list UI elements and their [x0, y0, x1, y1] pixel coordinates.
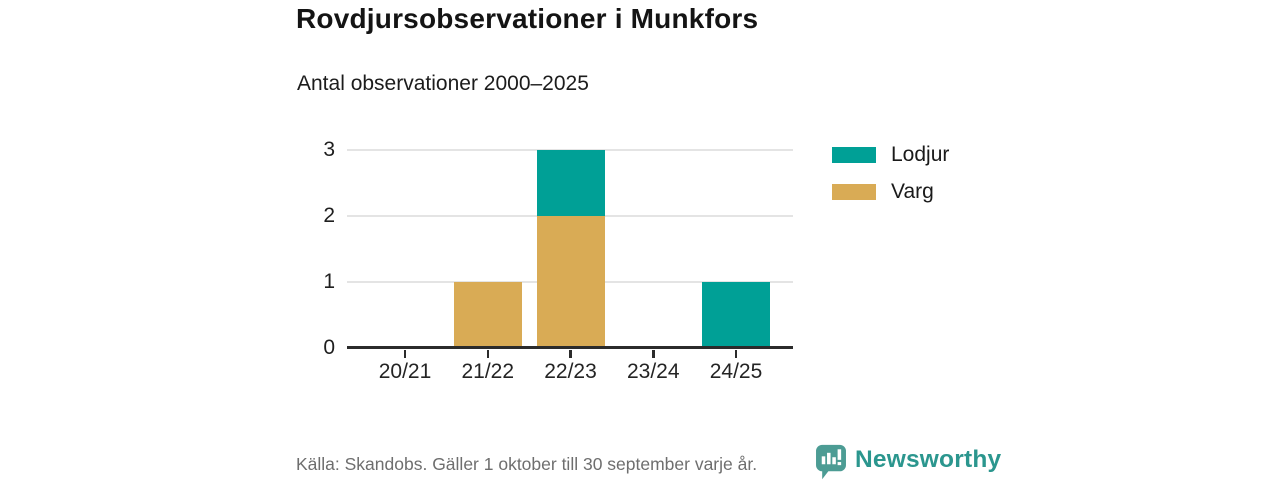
x-axis-tick	[403, 350, 407, 358]
legend: Lodjur Varg	[832, 143, 949, 204]
legend-label-lodjur: Lodjur	[891, 143, 950, 166]
x-axis-tick-label: 24/25	[709, 360, 763, 383]
newsworthy-wordmark: Newsworthy	[855, 446, 1002, 473]
legend-swatch-lodjur	[832, 147, 876, 163]
bar-segment-lodjur-22-23	[536, 150, 605, 216]
source-note: Källa: Skandobs. Gäller 1 oktober till 3…	[296, 454, 758, 474]
legend-item-lodjur: Lodjur	[832, 143, 949, 167]
x-axis-tick-label: 23/24	[626, 360, 680, 383]
x-axis-tick-label: 20/21	[378, 360, 432, 383]
x-axis-tick	[734, 350, 738, 358]
x-axis-tick	[569, 350, 572, 358]
legend-swatch-varg	[832, 184, 876, 200]
y-axis-tick-label: 3	[323, 138, 335, 161]
x-axis-tick-label: 21/22	[461, 360, 515, 383]
x-axis-line	[347, 346, 793, 349]
chart-subtitle: Antal observationer 2000–2025	[297, 72, 589, 95]
bar-segment-lodjur-24-25	[702, 282, 770, 348]
x-axis-tick-label: 22/23	[544, 360, 597, 383]
chart-title: Rovdjursobservationer i Munkfors	[296, 3, 759, 34]
y-axis-tick-label: 2	[323, 204, 335, 227]
x-axis-tick	[486, 350, 489, 358]
newsworthy-logo-icon	[816, 444, 846, 480]
legend-item-varg: Varg	[832, 180, 949, 204]
plot-area: 0 1 2 3 20/21 21/22 22/23 23/24 24/25	[323, 138, 793, 383]
bar-segment-varg-21-22	[453, 282, 522, 348]
y-axis-tick-label: 1	[323, 270, 335, 293]
x-axis-tick	[652, 350, 655, 358]
y-axis-tick-label: 0	[323, 336, 335, 359]
newsworthy-brand: Newsworthy	[815, 444, 1001, 481]
bar-segment-varg-22-23	[536, 216, 605, 348]
legend-label-varg: Varg	[891, 180, 934, 203]
